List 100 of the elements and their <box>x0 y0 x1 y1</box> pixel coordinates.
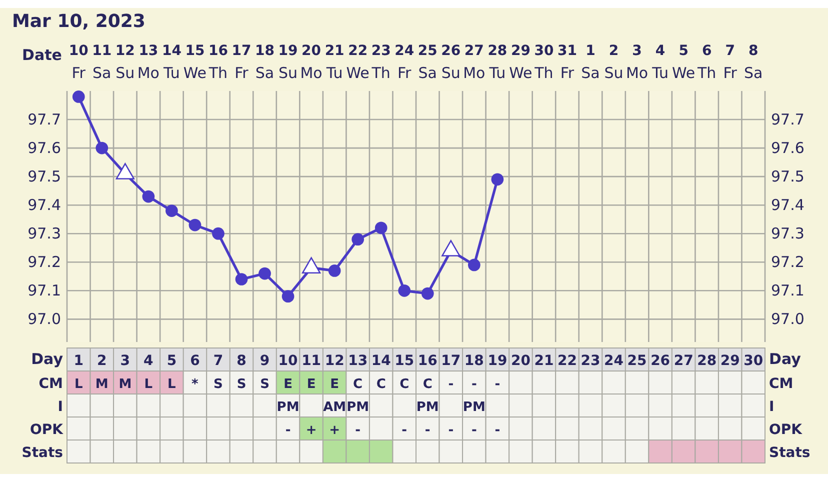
x-tick-label: 9 <box>260 353 270 369</box>
x2-tick-label: 26 Su <box>441 43 461 82</box>
x-tick-label: 14 <box>371 353 392 369</box>
x-tick-label: 22 <box>557 353 577 369</box>
text: - <box>402 423 408 438</box>
x2-tick-label: 5 We <box>672 43 696 82</box>
category-label: I <box>58 399 63 415</box>
point <box>491 173 504 186</box>
y-tick-label: 97.4 <box>28 196 61 214</box>
text: PM <box>462 400 486 415</box>
text: C <box>400 377 410 392</box>
x2-tick-label: 3 Mo <box>626 43 648 82</box>
point <box>352 233 364 246</box>
text: S <box>236 377 246 392</box>
x-tick-label: 15 <box>394 353 414 369</box>
y-tick-label: 97.7 <box>28 110 61 128</box>
y-tick-label: 97.2 <box>28 252 61 271</box>
text: PM <box>276 400 300 415</box>
text: - <box>448 423 454 438</box>
x2-tick-label: 2 Su <box>604 43 624 82</box>
x2-tick-label: 21 Tu <box>324 43 344 82</box>
x-tick-label: 10 <box>278 353 298 369</box>
y2-tick-label: 97.5 <box>771 167 804 186</box>
point <box>398 284 411 297</box>
x2-tick-label: 8 Sa <box>744 43 763 82</box>
x-tick-label: 4 <box>144 353 154 369</box>
text: - <box>424 423 430 438</box>
x-tick-label: 28 <box>697 353 717 369</box>
category-label: CM <box>769 376 794 392</box>
point <box>421 287 434 300</box>
y2-tick-label: 97.6 <box>771 138 804 157</box>
text: M <box>95 377 108 392</box>
point <box>212 227 224 240</box>
y2-tick-label: 97.3 <box>771 224 804 242</box>
text: L <box>144 377 153 392</box>
point <box>72 90 85 103</box>
x2-axis-title: Date <box>22 46 62 64</box>
x-tick-label: 13 <box>348 353 368 369</box>
text: * <box>192 377 198 392</box>
text: Day <box>769 350 801 368</box>
category-label: Stats <box>769 445 810 461</box>
chart-title: Mar 10, 2023 <box>12 11 146 32</box>
text: + <box>329 423 340 438</box>
point <box>166 204 178 217</box>
x-tick-label: 16 <box>418 353 438 369</box>
x2-tick-label: 17 Fr <box>232 43 252 82</box>
x2-tick-label: 27 Mo <box>463 43 486 82</box>
x-tick-label: 17 <box>441 353 461 369</box>
x2-tick-label: 14 Tu <box>162 43 182 82</box>
x-axis-title: Day <box>31 350 64 368</box>
x2-tick-label: 7 Fr <box>723 43 738 82</box>
text: C <box>353 377 363 392</box>
x-tick-label: 24 <box>604 353 624 369</box>
x2-tick-label: 6 Th <box>696 43 716 82</box>
y-tick-label: 97.0 <box>28 310 61 328</box>
x2-tick-label: 31 Fr <box>557 43 577 82</box>
text: E <box>306 377 316 392</box>
text: - <box>494 423 500 438</box>
x-tick-label: 2 <box>97 353 107 369</box>
y2-tick-label: 97.2 <box>771 252 804 271</box>
text: - <box>471 423 477 438</box>
point <box>188 218 202 232</box>
x2-tick-label: 1 Sa <box>581 43 600 82</box>
x2-tick-label: 22 We <box>346 43 370 82</box>
x-tick-label: 5 <box>166 353 177 369</box>
x2-tick-label: 19 Su <box>278 43 298 82</box>
x-tick-label: 11 <box>302 353 322 369</box>
point <box>142 190 155 203</box>
y-tick-label: 97.6 <box>28 138 61 157</box>
x2-tick-label: 25 Sa <box>418 43 438 82</box>
text: PM <box>346 400 370 415</box>
text: - <box>494 377 500 392</box>
x2-tick-label: 11 Sa <box>92 43 112 82</box>
x-tick-label: 29 <box>720 353 740 369</box>
x-tick-label: 27 <box>674 353 694 369</box>
point <box>328 264 341 277</box>
y2-tick-label: 97.1 <box>771 281 804 300</box>
text: - <box>471 377 477 392</box>
point <box>374 222 388 234</box>
text: + <box>306 423 317 438</box>
x-tick-label: 18 <box>464 353 484 369</box>
x-tick-label: 23 <box>580 353 600 369</box>
text: PM <box>416 400 439 415</box>
x2-tick-label: 23 Th <box>370 43 391 82</box>
x-tick-label: 30 <box>744 353 764 369</box>
x-tick-label: 26 <box>650 353 670 369</box>
point <box>235 273 248 286</box>
x-tick-label: 1 <box>74 353 84 369</box>
text: L <box>74 377 83 392</box>
text: AM <box>323 400 346 415</box>
y-tick-label: 97.1 <box>28 281 61 300</box>
x2-tick-label: 10 Fr <box>68 43 89 82</box>
text: C <box>376 377 386 392</box>
text: - <box>285 423 291 438</box>
x2-tick-label: 15 We <box>183 43 207 82</box>
point <box>468 258 480 272</box>
text: - <box>355 423 361 438</box>
text: S <box>214 377 223 392</box>
category-label: CM <box>38 376 63 392</box>
x2-tick-label: 4 Tu <box>651 43 669 82</box>
